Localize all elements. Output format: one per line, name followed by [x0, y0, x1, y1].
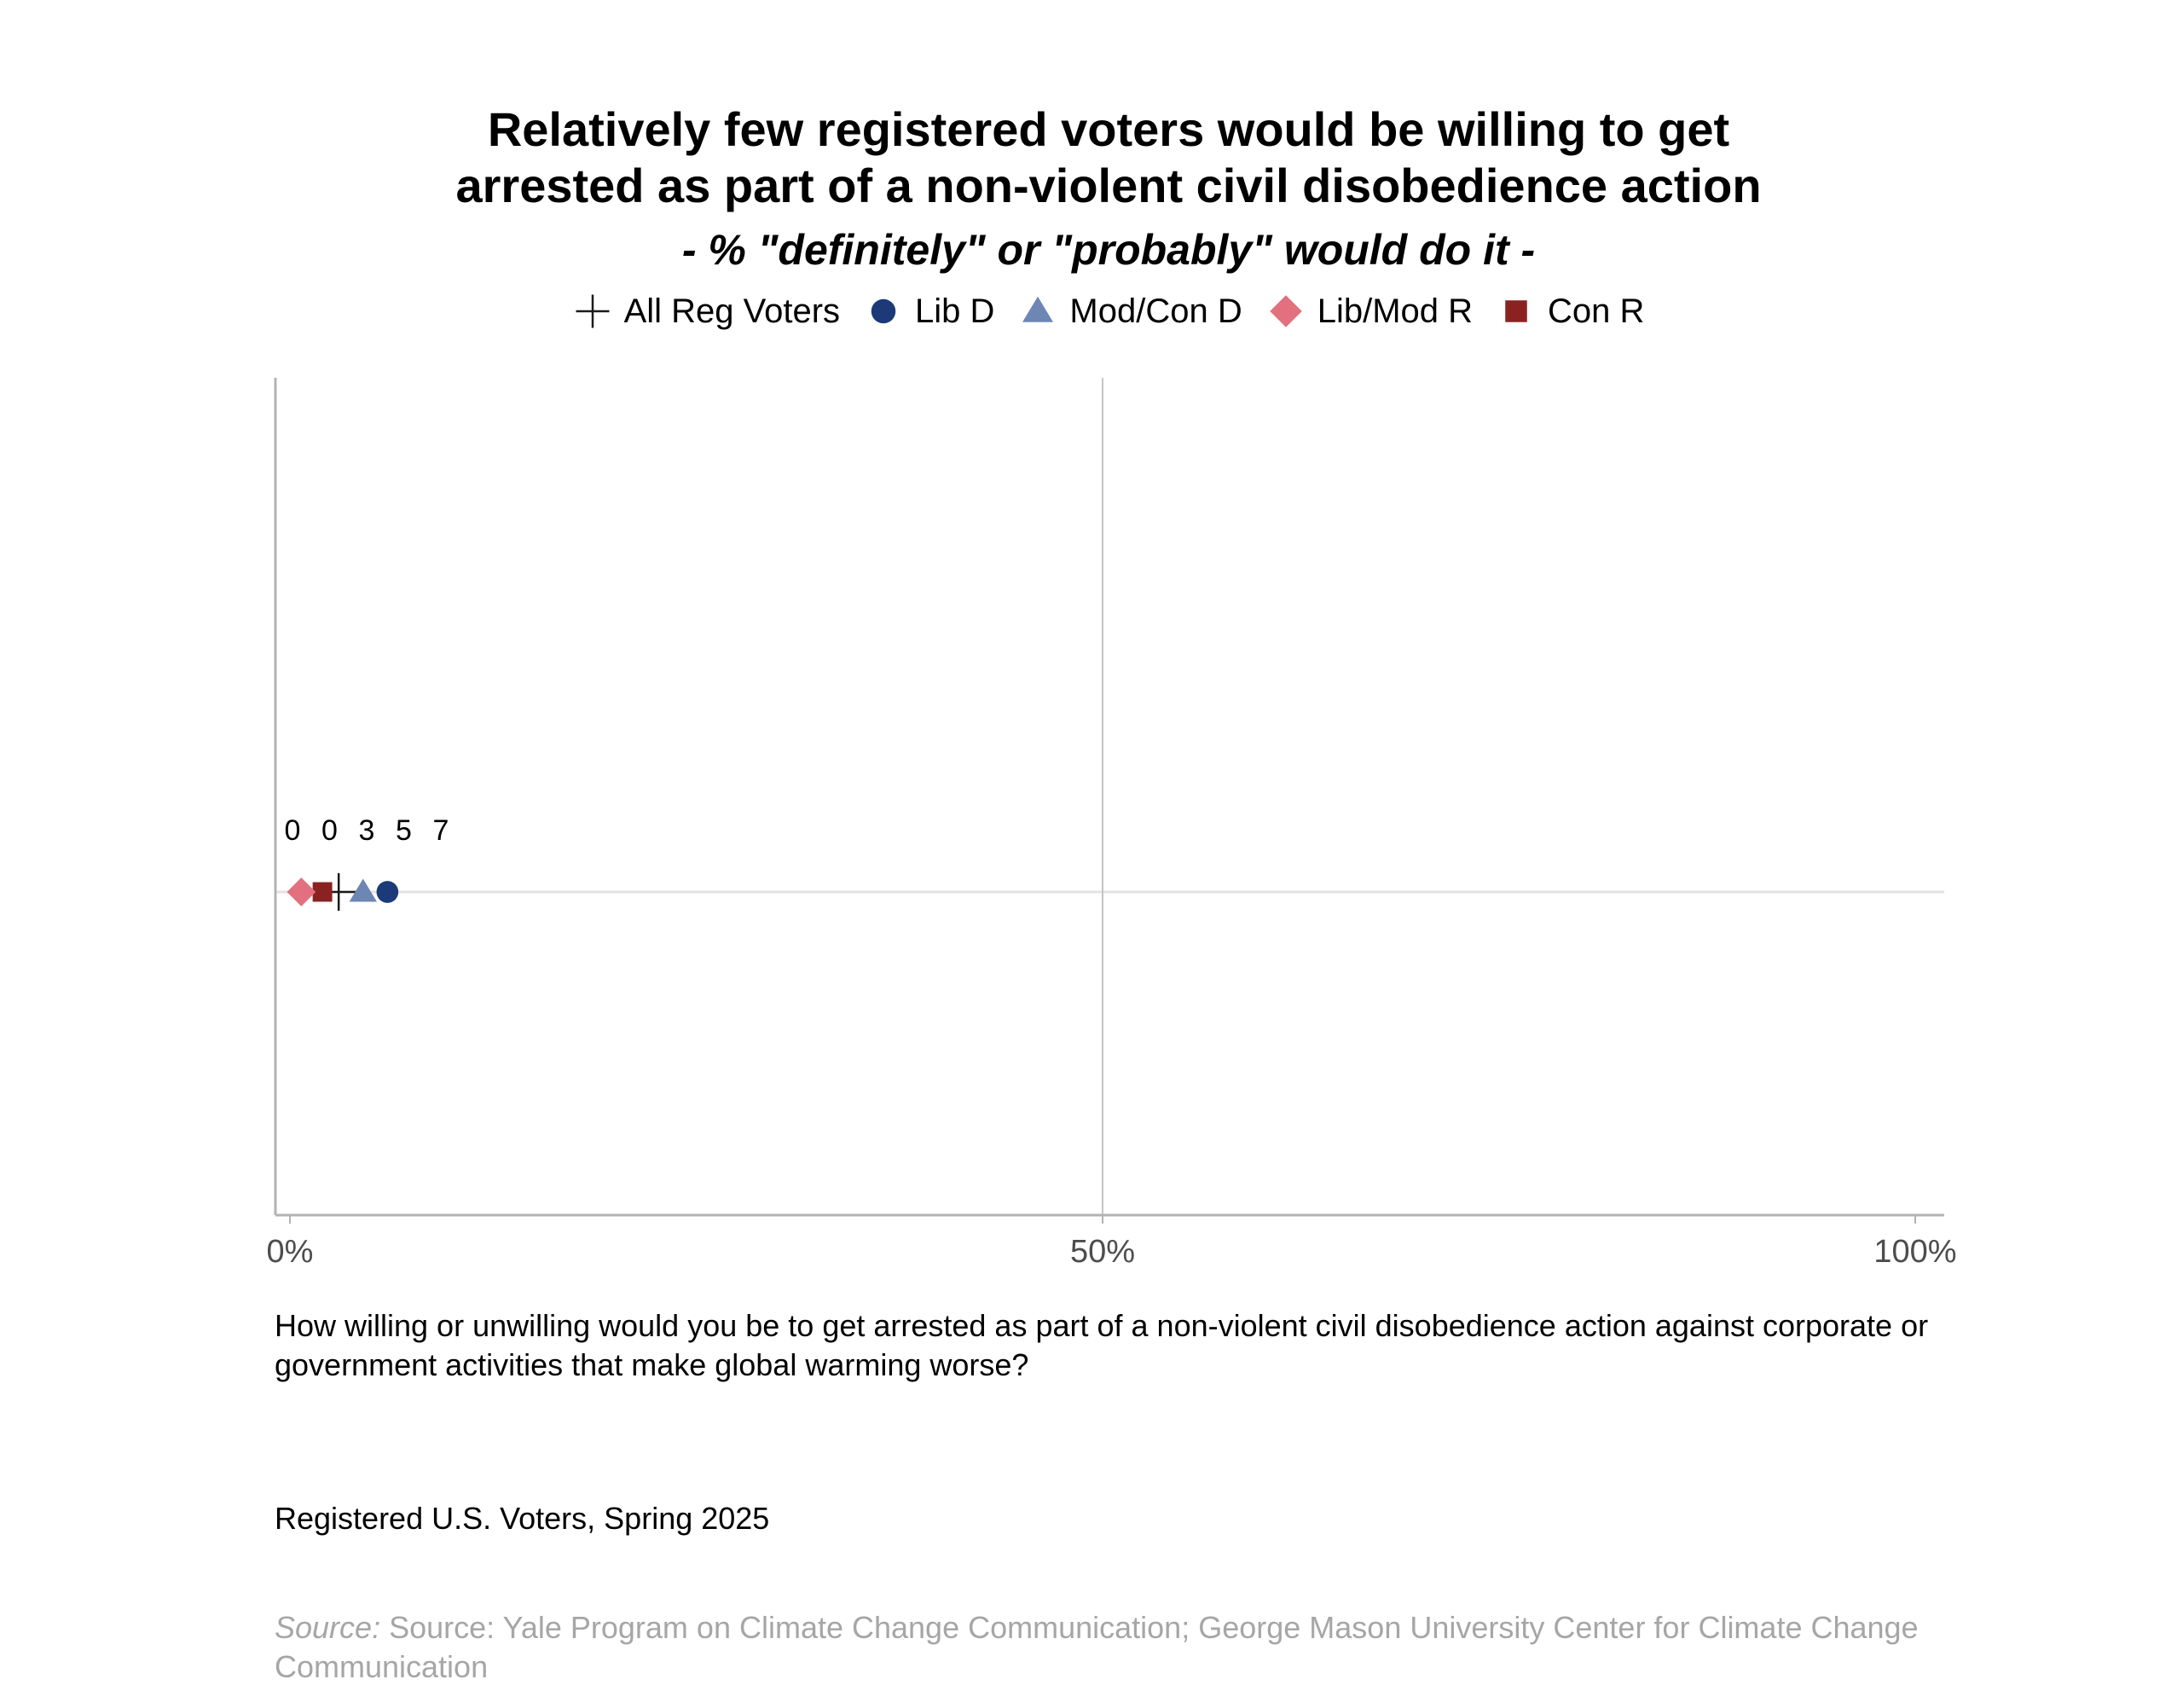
value-label: 5 — [396, 814, 412, 847]
legend-label: Lib/Mod R — [1317, 292, 1474, 330]
source-prefix: Source: — [275, 1610, 381, 1645]
sample-description: Registered U.S. Voters, Spring 2025 — [275, 1501, 770, 1536]
x-tick-label: 50% — [1070, 1234, 1135, 1270]
chart-title-line-2: arrested as part of a non-violent civil … — [455, 159, 1762, 212]
x-tick-label: 0% — [267, 1234, 314, 1270]
point-diamond — [287, 877, 316, 906]
value-label: 0 — [285, 814, 301, 847]
value-label: 0 — [321, 814, 338, 847]
point-triangle — [349, 878, 377, 902]
value-label: 3 — [359, 814, 375, 847]
chart-legend: All Reg Voters Lib D Mod/Con D Lib/Mod R Con… — [0, 288, 2183, 334]
legend-label: Mod/Con D — [1069, 292, 1242, 330]
point-circle — [376, 881, 399, 903]
legend-item-0: All Reg Voters — [573, 292, 840, 331]
legend-marker-square-icon — [1505, 300, 1527, 322]
legend-marker-circle-icon — [871, 298, 896, 324]
legend-item-2: Mod/Con D — [1018, 292, 1242, 331]
point-square — [312, 882, 333, 902]
value-label: 7 — [433, 814, 449, 847]
source-text: Source: Yale Program on Climate Change C… — [275, 1610, 1919, 1684]
legend-label: All Reg Voters — [623, 292, 841, 330]
x-tick-label: 100% — [1873, 1234, 1956, 1270]
source-note: Source: Source: Yale Program on Climate … — [275, 1608, 2031, 1687]
legend-item-4: Con R — [1497, 292, 1644, 331]
chart-subtitle: - % "definitely" or "probably" would do … — [681, 226, 1536, 274]
survey-question: How willing or unwilling would you be to… — [275, 1308, 1929, 1382]
legend-marker-plus-icon — [576, 294, 610, 328]
legend-marker-triangle-icon — [1022, 296, 1054, 322]
legend-label: Con R — [1548, 292, 1645, 330]
chart-title-line-1: Relatively few registered voters would b… — [487, 102, 1730, 156]
legend-item-1: Lib D — [864, 292, 994, 331]
legend-marker-diamond-icon — [1269, 295, 1302, 327]
legend-item-3: Lib/Mod R — [1266, 292, 1473, 331]
legend-label: Lib D — [915, 292, 995, 330]
